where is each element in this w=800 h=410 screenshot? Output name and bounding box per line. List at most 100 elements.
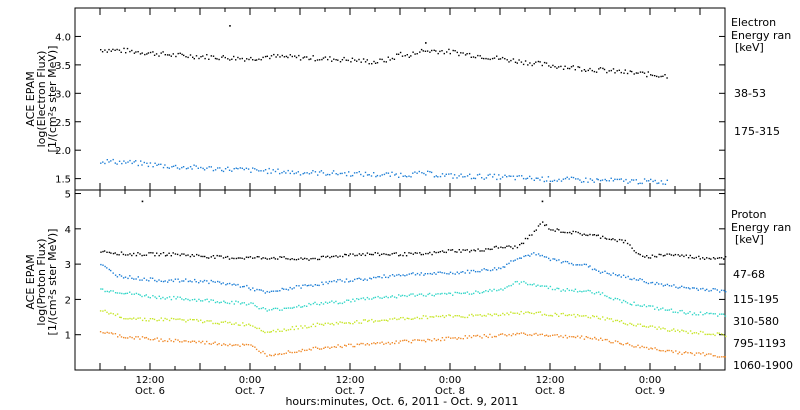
proton-data-point xyxy=(670,285,673,287)
proton-data-point xyxy=(583,263,586,265)
electron-data-point xyxy=(541,64,543,67)
proton-data-point xyxy=(604,294,606,297)
proton-data-point xyxy=(160,338,162,340)
proton-data-point xyxy=(120,251,123,253)
electron-data-point xyxy=(189,166,192,168)
electron-data-point xyxy=(458,175,460,177)
proton-data-point xyxy=(695,352,698,354)
proton-data-point xyxy=(341,302,344,305)
proton-data-point xyxy=(637,344,639,346)
electron-data-point xyxy=(526,177,529,179)
proton-data-point xyxy=(696,287,698,290)
proton-data-point xyxy=(637,304,639,306)
proton-data-point xyxy=(723,356,725,358)
electron-data-point xyxy=(248,58,250,61)
proton-data-point xyxy=(160,297,162,300)
proton-data-point xyxy=(677,254,679,256)
proton-data-point xyxy=(596,315,598,318)
proton-data-point xyxy=(639,253,641,256)
proton-data-point xyxy=(589,265,591,267)
proton-data-point xyxy=(154,338,156,340)
proton-data-point xyxy=(558,287,560,290)
electron-data-point xyxy=(547,176,550,178)
proton-data-point xyxy=(501,333,504,335)
proton-data-point xyxy=(356,298,358,300)
proton-data-point xyxy=(237,257,240,259)
proton-data-point xyxy=(106,290,108,293)
proton-data-point xyxy=(579,290,581,292)
proton-data-point xyxy=(679,286,681,289)
electron-data-point xyxy=(572,176,575,179)
proton-data-point xyxy=(214,322,217,325)
proton-data-point xyxy=(529,255,531,257)
electron-data-point xyxy=(281,54,283,57)
proton-data-point xyxy=(681,353,683,355)
proton-data-point xyxy=(523,280,525,283)
proton-data-point xyxy=(687,312,689,314)
electron-data-point xyxy=(287,56,289,59)
proton-data-point xyxy=(543,313,546,316)
proton-data-point xyxy=(264,292,266,294)
proton-data-point xyxy=(391,253,393,255)
electron-data-point xyxy=(322,172,325,174)
proton-data-point xyxy=(523,255,525,258)
proton-data-point xyxy=(195,300,198,302)
electron-data-point xyxy=(158,55,160,57)
electron-data-point xyxy=(351,57,354,59)
proton-data-point xyxy=(366,343,369,345)
proton-data-point xyxy=(374,296,377,299)
electron-data-point xyxy=(492,176,494,178)
proton-data-point xyxy=(487,269,489,271)
proton-data-point xyxy=(124,292,127,295)
proton-data-point xyxy=(241,302,243,304)
electron-data-point xyxy=(483,178,485,180)
proton-data-point xyxy=(656,348,658,351)
proton-data-point xyxy=(514,281,517,283)
proton-data-point xyxy=(626,302,629,304)
proton-data-point xyxy=(720,257,723,259)
electron-data-point xyxy=(214,57,217,60)
proton-data-point xyxy=(376,342,379,344)
proton-data-point xyxy=(514,312,516,314)
proton-data-point xyxy=(570,233,573,235)
proton-data-point xyxy=(308,284,310,287)
proton-data-point xyxy=(631,304,633,306)
proton-data-point xyxy=(344,344,346,346)
proton-data-point xyxy=(714,334,716,337)
proton-data-point xyxy=(624,239,626,242)
proton-data-point xyxy=(428,292,431,295)
electron-data-point xyxy=(543,61,546,64)
proton-data-point xyxy=(475,335,477,337)
proton-data-point xyxy=(321,281,323,283)
proton-data-point xyxy=(208,320,210,322)
electron-data-point xyxy=(512,175,515,177)
electron-data-point xyxy=(416,53,418,55)
electron-data-point xyxy=(171,166,173,168)
proton-data-point xyxy=(289,307,292,309)
proton-data-point xyxy=(491,290,493,292)
proton-data-point xyxy=(439,271,441,273)
electron-data-point xyxy=(610,177,612,179)
proton-data-point xyxy=(108,251,111,254)
electron-data-point xyxy=(368,63,370,65)
electron-data-point xyxy=(224,56,226,59)
proton-data-point xyxy=(437,271,439,273)
proton-data-point xyxy=(717,315,719,317)
proton-data-point xyxy=(660,253,662,256)
proton-data-point xyxy=(525,282,527,284)
proton-data-point xyxy=(262,350,264,353)
electron-data-point xyxy=(418,170,420,173)
electron-data-point xyxy=(289,54,291,56)
proton-data-point xyxy=(124,276,127,278)
electron-data-point xyxy=(581,70,583,72)
electron-data-point xyxy=(351,174,354,177)
electron-data-point xyxy=(221,56,223,58)
proton-data-point xyxy=(520,257,522,259)
electron-data-point xyxy=(343,56,345,59)
proton-data-point xyxy=(301,348,304,351)
electron-data-point xyxy=(568,67,571,70)
proton-data-point xyxy=(252,325,254,327)
electron-data-point xyxy=(214,169,217,171)
proton-data-point xyxy=(181,253,183,255)
proton-data-point xyxy=(533,283,535,285)
